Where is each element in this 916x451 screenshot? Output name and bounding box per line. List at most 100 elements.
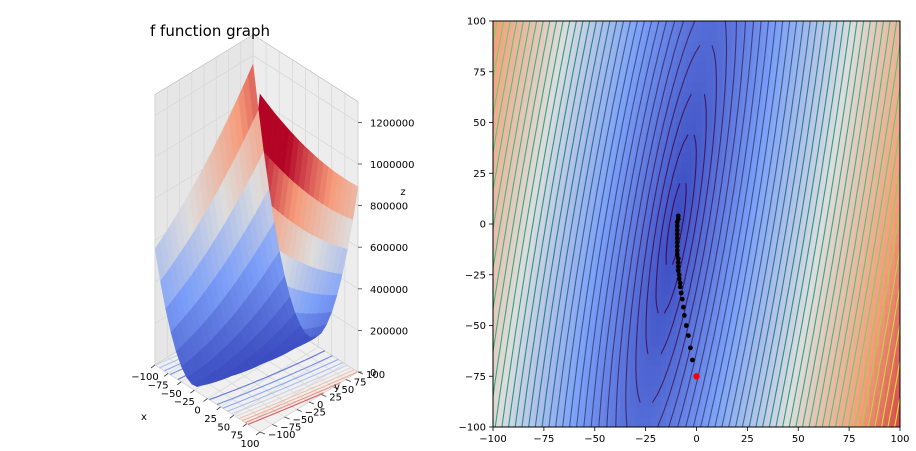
contour-fill-cell [645, 173, 652, 184]
contour-fill-cell [503, 254, 509, 266]
contour-fill-cell [676, 345, 682, 357]
contour-fill-cell [889, 71, 896, 83]
contour-fill-cell [645, 81, 652, 93]
contour-fill-cell [864, 132, 871, 144]
contour-fill-cell [635, 345, 642, 357]
contour-fill-cell [884, 345, 891, 357]
floor-contour-line [231, 364, 348, 415]
contour-fill-cell [737, 21, 743, 32]
contour-fill-cell [864, 102, 871, 113]
contour-fill-cell [518, 142, 525, 154]
contour-fill-cell [742, 396, 748, 408]
contour-fill-cell [615, 335, 621, 347]
contour-fill-cell [813, 355, 820, 367]
contour-line [655, 134, 689, 314]
contour-fill-cell [808, 284, 815, 296]
contour-fill-cell [589, 193, 596, 205]
contour-fill-cell [706, 295, 713, 306]
contour-fill-cell [737, 305, 743, 316]
contour-fill-cell [564, 284, 570, 296]
contour-fill-cell [696, 254, 703, 266]
contour-fill-cell [559, 406, 565, 418]
contour-fill-cell [630, 315, 637, 327]
contour-fill-cell [716, 81, 723, 93]
contour-fill-cell [523, 213, 530, 225]
contour-fill-cell [671, 152, 677, 164]
contour-fill-cell [828, 81, 835, 93]
contour-fill-cell [874, 61, 881, 73]
contour-fill-cell [599, 305, 606, 316]
contour-fill-cell [635, 376, 642, 387]
contour-fill-cell [823, 376, 830, 387]
contour-fill-cell [706, 264, 713, 276]
contour-fill-cell [884, 244, 891, 256]
contour-fill-cell [859, 163, 865, 174]
floor-contour-line [222, 358, 339, 409]
contour-fill-cell [671, 224, 677, 235]
contour-fill-cell [798, 305, 804, 316]
contour-fill-cell [752, 406, 759, 418]
contour-fill-cell [711, 61, 718, 73]
contour-fill-cell [747, 355, 754, 367]
contour-fill-cell [574, 41, 581, 53]
contour-fill-cell [610, 386, 616, 398]
contour-fill-cell [793, 274, 799, 286]
contour-fill-cell [569, 203, 575, 215]
contour-fill-cell [599, 366, 606, 377]
contour-fill-cell [640, 112, 647, 124]
contour-fill-cell [808, 163, 815, 174]
descent-path [674, 213, 700, 380]
contour-fill-cell [538, 51, 545, 63]
contour-fill-cell [498, 61, 504, 73]
contour-fill-cell [793, 152, 799, 164]
contour-fill-cell [564, 142, 570, 154]
contour-fill-cell [543, 122, 550, 134]
contour-fill-cell [849, 112, 855, 124]
contour-fill-cell [564, 345, 570, 357]
contour-fill-cell [508, 416, 514, 427]
contour-fill-cell [493, 386, 499, 398]
contour-fill-cell [584, 92, 591, 103]
contour-fill-cell [528, 203, 535, 215]
contour-fill-cell [864, 295, 871, 306]
contour-fill-cell [548, 386, 555, 398]
contour-fill-cell [548, 376, 555, 387]
contour-fill-cell [625, 51, 631, 63]
contour-fill-cell [767, 325, 774, 337]
contour-fill-cell [854, 325, 860, 337]
contour-fill-cell [696, 244, 703, 256]
contour-fill-cell [818, 152, 825, 164]
contour-fill-cell [538, 234, 545, 245]
contour-fill-cell [604, 122, 611, 134]
contour-fill-cell [823, 142, 830, 154]
contour-fill-cell [610, 254, 616, 266]
contour-fill-cell [671, 163, 677, 174]
x-tick-label: −75 [148, 380, 169, 391]
path-point [674, 227, 680, 233]
contour-fill-cell [574, 386, 581, 398]
contour-fill-cell [828, 254, 835, 266]
contour-fill-cell [498, 224, 504, 235]
contour-fill-cell [584, 254, 591, 266]
contour-fill-cell [838, 92, 845, 103]
contour-fill-cell [650, 284, 657, 296]
contour-lines [493, 21, 900, 427]
contour-fill-cell [671, 406, 677, 418]
contour-fill-cell [574, 366, 581, 377]
contour-fill-cell [543, 345, 550, 357]
contour-fill-cell [543, 183, 550, 195]
contour-fill-cell [493, 112, 499, 124]
contour-fill-cell [610, 193, 616, 205]
contour-fill-cell [859, 366, 865, 377]
contour-fill-cell [579, 183, 586, 195]
contour-fill-cell [671, 31, 677, 42]
contour-fill-cell [599, 254, 606, 266]
contour-fill-cell [503, 366, 509, 377]
contour-fill-cell [686, 386, 693, 398]
contour-fill-cell [701, 81, 708, 93]
contour-fill-cell [782, 244, 789, 256]
contour-fill-cell [559, 173, 565, 184]
contour-fill-cell [721, 41, 728, 53]
contour-fill-cell [818, 21, 825, 32]
contour-fill-cell [833, 183, 840, 195]
